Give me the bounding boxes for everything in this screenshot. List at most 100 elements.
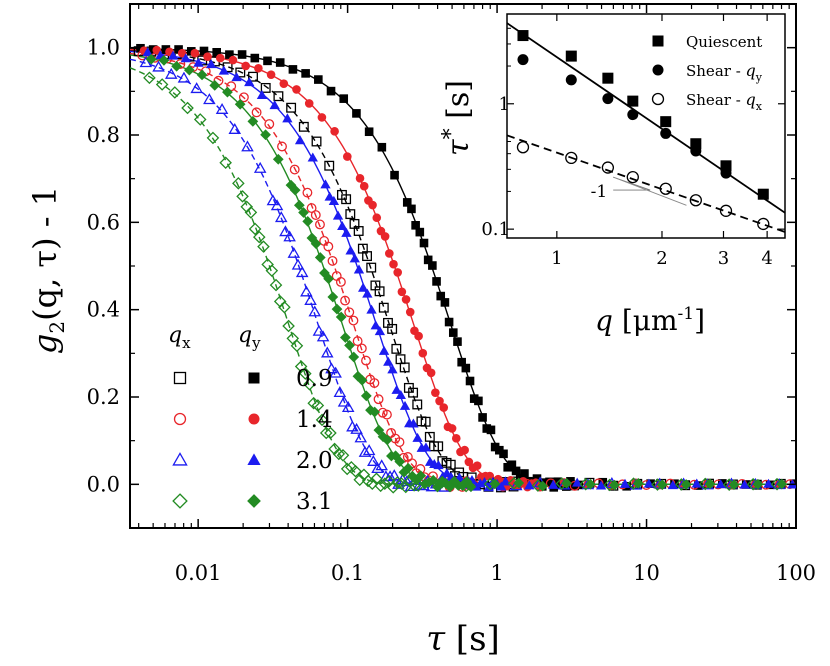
data-point [323,273,335,285]
inset-data-point [626,170,639,184]
series-qx-q-3.1 [143,71,784,494]
inset-fit-lines [507,22,785,233]
data-point [399,400,411,410]
data-point [595,480,607,490]
data-point [414,331,423,341]
data-point [292,85,301,94]
data-point [511,466,521,476]
data-point [253,161,267,173]
data-point [215,53,225,63]
legend-q-value: 2.0 [296,448,333,474]
data-point [244,77,255,87]
data-point [329,366,342,378]
data-point [415,227,425,237]
data-point [350,422,363,434]
data-point [272,153,284,165]
inset-data-points [516,30,770,231]
data-point [433,460,444,470]
data-point [397,287,407,297]
inset-data-point [602,93,614,105]
data-point [439,403,449,412]
data-point [345,209,356,220]
data-point [355,174,365,183]
data-point [324,160,335,171]
data-point [203,52,212,61]
legend-q-value: 1.4 [296,407,333,433]
data-point [763,478,774,488]
data-point [304,99,314,108]
data-point [222,86,233,98]
data-point [320,179,331,189]
data-point [371,462,384,474]
inset-legend-marker [652,35,664,47]
data-point [486,425,496,435]
data-point [145,53,157,65]
data-point [311,136,322,147]
data-point [332,210,344,220]
data-point [394,456,406,468]
inset-data-point [565,74,577,86]
data-point [378,345,390,355]
data-point [266,70,276,79]
data-point [323,241,334,252]
data-point [307,152,318,162]
data-point [168,86,182,99]
data-point [561,477,572,489]
data-point [337,221,348,231]
data-point [394,437,405,448]
axis-labels: τ [s] g2(q, τ) - 1 q [μm-1] τ* [s] [26,80,705,659]
data-point [356,343,367,354]
data-point [752,478,764,490]
data-point [427,474,439,486]
data-point [667,480,679,490]
data-point [315,219,325,230]
data-point [386,481,400,494]
data-point [366,304,377,314]
data-point [585,478,596,490]
data-point [412,432,423,442]
data-point [691,478,702,488]
data-point [236,190,249,203]
data-point [209,80,221,91]
y-axis-label: g2(q, τ) - 1 [26,186,69,354]
inset-x-tick-label: 3 [718,248,729,269]
data-point [190,48,200,58]
data-point [436,291,446,301]
inset-data-point [659,182,672,195]
data-point [300,285,313,297]
data-point [250,53,260,63]
data-point [776,478,788,490]
data-point [365,477,379,490]
data-point [513,477,525,489]
inset-fit-solid [507,22,785,214]
data-point [387,323,398,334]
y-tick-label: 1.0 [87,36,120,60]
inset-data-point [660,116,672,128]
data-point [290,339,304,353]
data-point [174,45,183,54]
data-point [680,479,692,490]
data-point [289,184,301,196]
data-point [248,71,258,82]
data-point [196,69,208,81]
data-point [324,191,335,201]
data-point [389,259,398,269]
data-point [219,156,232,170]
data-point [408,387,419,398]
data-point [244,206,258,219]
inset-x-tick-label: 1 [551,248,562,269]
data-point [314,252,326,263]
data-point [266,194,280,206]
data-point [420,416,431,427]
data-point [619,478,631,488]
data-point [225,50,234,59]
data-point [321,346,334,358]
data-point [136,43,145,53]
data-point [378,477,392,490]
data-point [362,251,372,262]
data-point [180,53,191,63]
inset-legend-label: Shear - qx [686,90,763,113]
data-point [359,181,369,191]
data-point [366,262,377,273]
